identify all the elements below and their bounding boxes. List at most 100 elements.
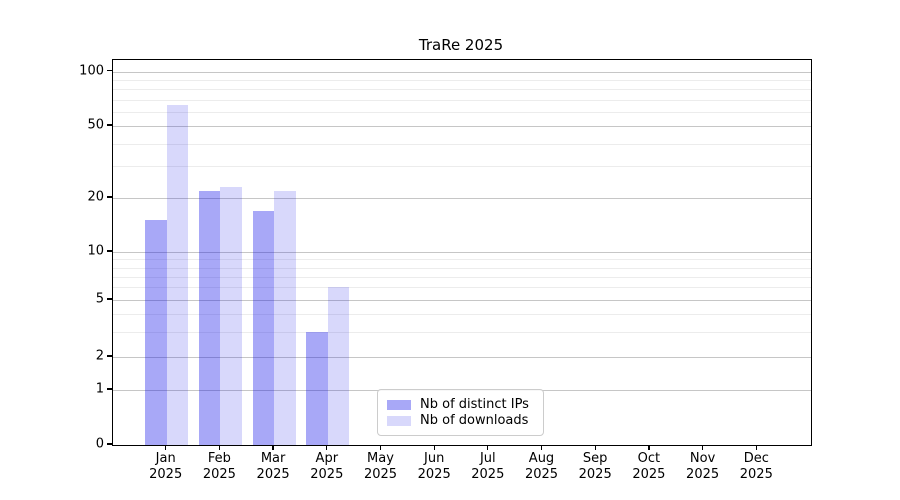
x-tick-month: May [367,451,394,466]
chart-title: TraRe 2025 [418,36,504,54]
y-tick-mark-5 [106,298,112,300]
x-tick-mark-apr [326,444,328,450]
y-tick-mark-0 [106,443,112,445]
gridline-minor-70 [113,99,811,101]
bar-nb-of-distinct-ips-feb [198,190,221,445]
x-tick-mark-mar [272,444,274,450]
bar-nb-of-downloads-apr [327,287,350,445]
plot-area [112,59,812,446]
x-tick-year: 2025 [363,466,398,482]
y-tick-label-10: 10 [87,243,104,259]
x-tick-year: 2025 [256,466,290,482]
x-tick-mark-jan [165,444,167,450]
x-tick-year: 2025 [417,466,451,482]
x-tick-month: Mar [260,451,286,466]
x-tick-month: Oct [637,451,661,466]
legend-swatch-downloads [387,416,411,426]
bar-nb-of-downloads-feb [220,187,242,445]
y-tick-label-1: 1 [95,381,104,397]
gridline-major-100 [113,71,811,73]
gridline-minor-6 [113,287,811,289]
x-tick-mark-sep [594,444,596,450]
y-tick-label-0: 0 [95,436,104,452]
x-tick-year: 2025 [149,466,183,482]
gridline-minor-3 [113,331,811,333]
x-tick-mark-nov [702,444,704,450]
y-tick-label-20: 20 [87,189,104,205]
y-tick-label-5: 5 [95,291,104,307]
x-tick-label-oct: Oct 2025 [619,451,679,482]
x-tick-month: Dec [743,451,769,466]
x-tick-month: Jun [424,451,445,466]
gridline-minor-80 [113,89,811,90]
y-tick-label-100: 100 [79,63,104,78]
bar-nb-of-distinct-ips-apr [306,331,328,445]
x-tick-mark-aug [540,444,543,450]
legend-item-distinct-ips: Nb of distinct IPs [387,397,535,413]
gridline-minor-30 [113,166,811,168]
x-tick-month: Jan [155,451,176,466]
gridline-minor-40 [113,143,811,145]
legend-item-downloads: Nb of downloads [387,413,535,429]
x-tick-mark-dec [755,444,757,450]
legend-label-downloads: Nb of downloads [420,413,529,428]
gridline-major-10 [113,252,811,253]
x-tick-month: Aug [528,451,555,466]
x-tick-mark-jun [433,444,435,450]
gridline-major-5 [113,300,811,301]
y-tick-label-50: 50 [87,117,104,133]
x-tick-year: 2025 [471,466,505,482]
gridline-minor-60 [113,111,811,113]
x-tick-month: Sep [582,451,608,466]
bar-nb-of-downloads-jan [166,105,189,445]
x-tick-label-mar: Mar 2025 [243,451,303,482]
gridline-major-2 [113,357,811,358]
x-tick-label-jan: Jan 2025 [136,451,196,482]
y-tick-mark-2 [106,355,112,357]
x-tick-mark-jul [487,444,489,450]
x-tick-year: 2025 [524,466,559,482]
legend-swatch-distinct-ips [387,400,411,410]
x-tick-month: Nov [689,451,716,466]
y-tick-mark-10 [106,250,112,252]
x-tick-year: 2025 [202,466,236,482]
y-tick-label-2: 2 [95,348,104,364]
gridline-minor-90 [113,79,811,81]
x-tick-month: Feb [207,451,231,466]
x-tick-label-apr: Apr 2025 [297,451,357,482]
x-tick-label-sep: Sep 2025 [565,451,625,482]
x-tick-label-may: May 2025 [351,451,411,482]
x-tick-year: 2025 [739,466,773,482]
bar-nb-of-downloads-mar [274,190,296,445]
x-tick-label-jun: Jun 2025 [404,451,464,482]
x-tick-label-aug: Aug 2025 [512,451,572,482]
x-tick-year: 2025 [632,466,666,482]
gridline-major-50 [113,126,811,127]
x-tick-mark-may [379,444,382,450]
y-tick-mark-20 [106,196,112,198]
x-tick-year: 2025 [686,466,720,482]
y-tick-mark-1 [106,388,112,390]
x-tick-label-nov: Nov 2025 [673,451,733,482]
gridline-major-20 [113,198,811,199]
x-tick-mark-oct [648,444,650,450]
legend: Nb of distinct IPs Nb of downloads [377,389,544,436]
x-tick-year: 2025 [578,466,612,482]
bar-nb-of-distinct-ips-jan [145,220,167,445]
x-tick-mark-feb [218,444,220,450]
bar-nb-of-distinct-ips-mar [252,210,275,445]
x-tick-month: Apr [315,451,339,466]
x-tick-label-feb: Feb 2025 [189,451,249,482]
x-tick-label-jul: Jul 2025 [458,451,518,482]
gridline-minor-4 [113,313,811,315]
gridline-minor-9 [113,259,811,261]
x-tick-year: 2025 [310,466,344,482]
y-tick-mark-50 [106,124,112,126]
x-tick-label-dec: Dec 2025 [726,451,786,482]
legend-label-distinct-ips: Nb of distinct IPs [420,397,529,412]
x-tick-month: Jul [479,451,496,466]
gridline-minor-8 [113,267,811,269]
y-tick-mark-100 [106,69,112,72]
gridline-minor-7 [113,276,811,278]
